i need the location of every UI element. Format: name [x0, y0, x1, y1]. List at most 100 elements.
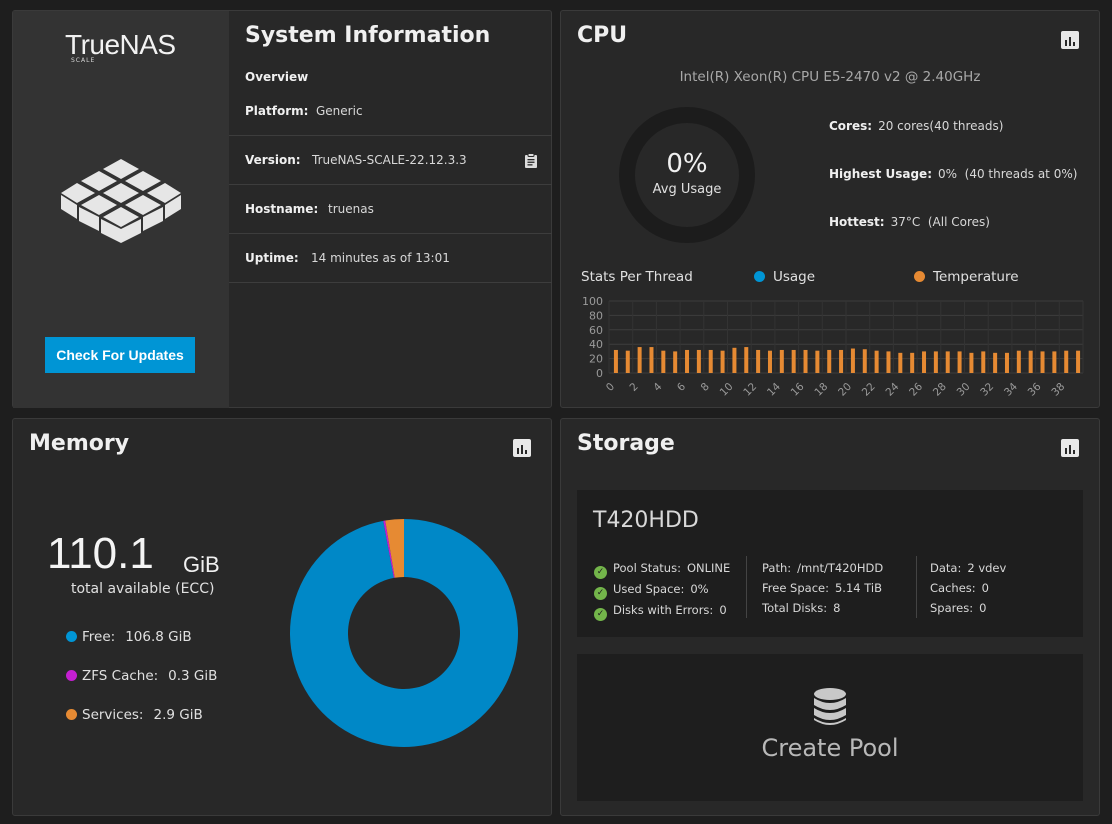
server-graphic-icon	[61, 159, 181, 243]
x-tick-label: 30	[955, 381, 973, 399]
free-value: 106.8 GiB	[125, 629, 192, 645]
hottest-label: Hottest:	[829, 215, 885, 229]
spares-label: Spares:	[930, 601, 974, 615]
free-space-value: 5.14 TiB	[834, 581, 883, 595]
create-pool-button[interactable]: Create Pool	[577, 654, 1083, 801]
data-value: 2 vdev	[967, 561, 1007, 575]
total-disks-value: 8	[833, 601, 841, 615]
temperature-bar	[910, 352, 915, 373]
memory-reports-icon[interactable]	[513, 439, 531, 457]
caches-label: Caches:	[930, 581, 976, 595]
uptime-label: Uptime:	[245, 251, 299, 265]
x-tick-label: 0	[604, 381, 617, 394]
cpu-reports-icon[interactable]	[1061, 31, 1079, 49]
x-tick-label: 2	[628, 381, 641, 394]
cpu-avg-usage-value: 0%	[666, 149, 708, 179]
truenas-logo: TrueNAS	[65, 29, 176, 60]
memory-card: Memory 110.1 GiB total available (ECC) F…	[12, 418, 552, 816]
x-tick-label: 22	[860, 381, 878, 399]
x-tick-label: 36	[1026, 380, 1044, 398]
uptime-value: 14 minutes as of 13:01	[311, 251, 450, 265]
spares-value: 0	[979, 601, 987, 615]
pool-divider	[746, 556, 747, 618]
path-value: /mnt/T420HDD	[797, 561, 884, 575]
storage-reports-icon[interactable]	[1061, 439, 1079, 457]
temperature-dot	[914, 271, 925, 282]
pool-status-column: ✓ Pool Status: ONLINE ✓ Used Space: 0% ✓ Disk…	[594, 558, 730, 621]
temperature-bar	[1004, 352, 1009, 373]
clipboard-icon[interactable]	[524, 153, 538, 169]
temperature-bar	[1052, 351, 1057, 373]
temperature-bar	[898, 352, 903, 373]
x-tick-label: 38	[1049, 381, 1067, 399]
cpu-title: CPU	[577, 23, 628, 48]
temperature-bar	[637, 347, 642, 373]
pool-status-value: ONLINE	[686, 561, 731, 575]
temperature-bar	[874, 350, 879, 373]
services-label: Services:	[82, 707, 144, 723]
hostname-row: Hostname: truenas	[229, 185, 552, 234]
temperature-bar	[886, 351, 891, 373]
create-pool-label: Create Pool	[761, 734, 899, 762]
memory-total-value: 110.1	[47, 529, 154, 578]
x-tick-label: 20	[836, 381, 854, 399]
temperature-bar	[696, 349, 701, 373]
temperature-bar	[1040, 351, 1045, 373]
legend-usage[interactable]: Usage	[754, 269, 815, 285]
hostname-label: Hostname:	[245, 202, 319, 216]
disks-errors-value: 0	[719, 603, 727, 617]
used-space-label: Used Space:	[613, 582, 685, 596]
x-tick-label: 8	[699, 381, 712, 394]
truenas-logo-sub: SCALE	[71, 57, 96, 64]
zfs-cache-value: 0.3 GiB	[168, 668, 218, 684]
temperature-bar	[720, 350, 725, 373]
temperature-bar	[957, 351, 962, 373]
temperature-bar	[922, 351, 927, 373]
x-tick-label: 32	[978, 381, 996, 399]
pool-divider	[916, 556, 917, 618]
legend-usage-label: Usage	[773, 269, 816, 285]
temperature-bar	[708, 349, 713, 373]
spares-item: Spares: 0	[930, 598, 1006, 618]
free-dot	[66, 631, 77, 642]
x-tick-label: 28	[931, 381, 949, 399]
check-circle-icon: ✓	[594, 566, 607, 579]
database-icon	[814, 688, 846, 725]
system-information-card: TrueNAS SCALE Check For	[12, 10, 552, 408]
services-dot	[66, 709, 77, 720]
temperature-bar	[803, 349, 808, 373]
temperature-bar	[981, 351, 986, 373]
temperature-bar	[732, 347, 737, 373]
services-value: 2.9 GiB	[153, 707, 203, 723]
temperature-bar	[1028, 350, 1033, 373]
platform-value: Generic	[316, 104, 363, 118]
temperature-bar	[613, 349, 618, 373]
cpu-model: Intel(R) Xeon(R) CPU E5-2470 v2 @ 2.40GH…	[679, 69, 981, 85]
x-tick-label: 4	[651, 380, 664, 393]
check-circle-icon: ✓	[594, 608, 607, 621]
check-circle-icon: ✓	[594, 587, 607, 600]
x-tick-label: 14	[765, 380, 783, 398]
temperature-bar	[791, 349, 796, 373]
pool-status-label: Pool Status:	[613, 561, 681, 575]
legend-temperature[interactable]: Temperature	[914, 269, 1019, 285]
hostname-value: truenas	[328, 202, 374, 216]
y-tick-label: 20	[589, 353, 603, 366]
temperature-bar	[1016, 350, 1021, 373]
y-tick-label: 60	[589, 324, 603, 337]
temperature-bar	[993, 352, 998, 373]
temperature-bar	[839, 349, 844, 373]
zfs-cache-label: ZFS Cache:	[82, 668, 159, 684]
storage-title: Storage	[577, 431, 675, 456]
data-label: Data:	[930, 561, 962, 575]
temperature-bar	[744, 347, 749, 373]
caches-value: 0	[981, 581, 989, 595]
check-for-updates-button[interactable]: Check For Updates	[45, 337, 195, 373]
temperature-bar	[685, 349, 690, 373]
temperature-bar	[969, 352, 974, 373]
pool-status-item: ✓ Pool Status: ONLINE	[594, 558, 730, 579]
usage-dot	[754, 271, 765, 282]
memory-total-caption: total available (ECC)	[71, 581, 215, 597]
temperature-bar	[862, 349, 867, 373]
data-item: Data: 2 vdev	[930, 558, 1006, 578]
